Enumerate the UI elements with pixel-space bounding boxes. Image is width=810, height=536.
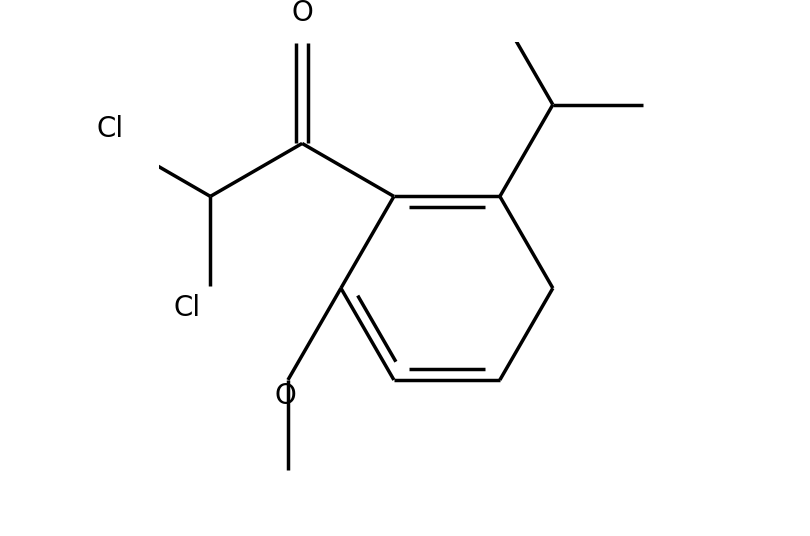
Text: O: O	[292, 0, 313, 27]
Text: Cl: Cl	[96, 115, 123, 143]
Text: Cl: Cl	[173, 294, 201, 322]
Text: O: O	[275, 382, 296, 411]
